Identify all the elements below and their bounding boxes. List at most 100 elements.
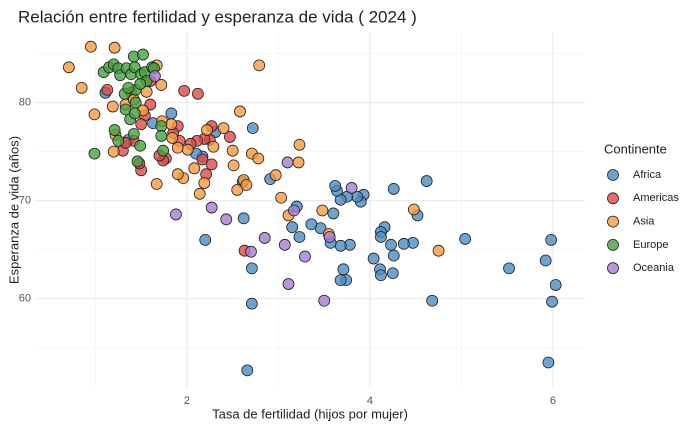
data-point — [292, 156, 305, 169]
data-point — [241, 364, 254, 377]
data-point — [269, 169, 282, 182]
data-point — [75, 82, 88, 94]
data-point — [420, 175, 433, 187]
data-point — [337, 263, 350, 276]
data-point — [245, 245, 257, 258]
data-point — [334, 274, 347, 287]
data-point — [318, 294, 331, 307]
data-point — [288, 204, 300, 217]
data-point — [88, 147, 101, 160]
data-point — [166, 132, 179, 144]
x-tick-label: 4 — [367, 395, 373, 407]
x-tick-label: 2 — [184, 395, 190, 407]
data-point — [171, 168, 184, 181]
data-point — [148, 70, 161, 83]
y-tick-label: 80 — [19, 97, 31, 109]
data-point — [122, 82, 135, 94]
legend-label: Oceania — [633, 262, 675, 274]
y-tick-label: 70 — [19, 195, 31, 207]
data-point — [345, 182, 358, 194]
y-axis-label: Esperanza de vida (años) — [6, 136, 21, 284]
data-point — [293, 138, 306, 151]
data-point — [198, 177, 211, 189]
data-point — [286, 221, 299, 234]
data-point — [171, 141, 184, 154]
data-point — [155, 120, 168, 133]
data-point — [245, 262, 258, 275]
data-point — [181, 143, 194, 156]
data-point — [299, 250, 311, 263]
data-point — [546, 295, 558, 308]
data-point — [207, 140, 220, 153]
data-point — [170, 208, 182, 221]
data-point — [155, 79, 168, 91]
data-point — [293, 231, 306, 243]
data-point — [240, 179, 253, 191]
data-point — [220, 213, 233, 226]
data-point — [375, 231, 387, 243]
data-point — [157, 144, 170, 157]
data-point — [539, 254, 552, 267]
data-point — [407, 203, 420, 216]
data-point — [178, 84, 191, 97]
data-point — [234, 105, 246, 118]
data-point — [542, 356, 555, 369]
legend-label: Europe — [633, 239, 668, 251]
data-point — [191, 87, 204, 100]
data-point — [108, 41, 121, 54]
data-point — [62, 61, 75, 74]
data-point — [253, 59, 266, 72]
data-point — [545, 234, 558, 246]
data-point — [387, 249, 400, 262]
legend-marker — [607, 238, 619, 251]
data-point — [193, 187, 206, 200]
data-point — [134, 78, 147, 90]
data-point — [227, 159, 240, 172]
data-point — [106, 100, 119, 113]
y-tick-label: 60 — [19, 293, 31, 305]
data-point — [201, 124, 213, 136]
data-point — [199, 234, 212, 246]
data-point — [282, 278, 295, 290]
data-point — [387, 183, 400, 195]
data-point — [367, 252, 380, 265]
x-tick-label: 6 — [550, 395, 556, 407]
data-point — [316, 204, 329, 217]
legend-title: Continente — [604, 141, 667, 156]
data-point — [128, 107, 141, 120]
data-point — [231, 183, 244, 196]
data-point — [127, 128, 140, 140]
data-point — [375, 269, 387, 282]
data-point — [385, 238, 397, 251]
legend-marker — [607, 215, 619, 228]
data-point — [258, 232, 271, 244]
data-point — [196, 153, 209, 166]
data-point — [84, 40, 97, 53]
data-point — [224, 131, 236, 143]
legend-label: Africa — [633, 169, 662, 181]
data-point — [205, 201, 218, 214]
data-point — [281, 156, 294, 169]
data-point — [386, 267, 399, 280]
data-point — [137, 48, 149, 61]
data-point — [155, 130, 168, 142]
data-point — [135, 118, 148, 131]
data-point — [278, 238, 291, 251]
data-point — [323, 231, 336, 243]
legend-marker — [607, 192, 619, 205]
data-point — [334, 239, 347, 252]
data-point — [549, 279, 562, 291]
legend-marker — [607, 262, 619, 275]
x-axis-label: Tasa de fertilidad (hijos por mujer) — [212, 406, 408, 421]
data-point — [101, 83, 114, 96]
data-point — [245, 297, 258, 310]
data-point — [165, 107, 178, 120]
data-point — [88, 108, 101, 121]
data-point — [426, 294, 439, 307]
legend-label: Americas — [633, 192, 679, 204]
data-point — [108, 124, 121, 136]
data-point — [217, 122, 230, 135]
data-point — [246, 122, 259, 135]
data-point — [252, 152, 265, 165]
